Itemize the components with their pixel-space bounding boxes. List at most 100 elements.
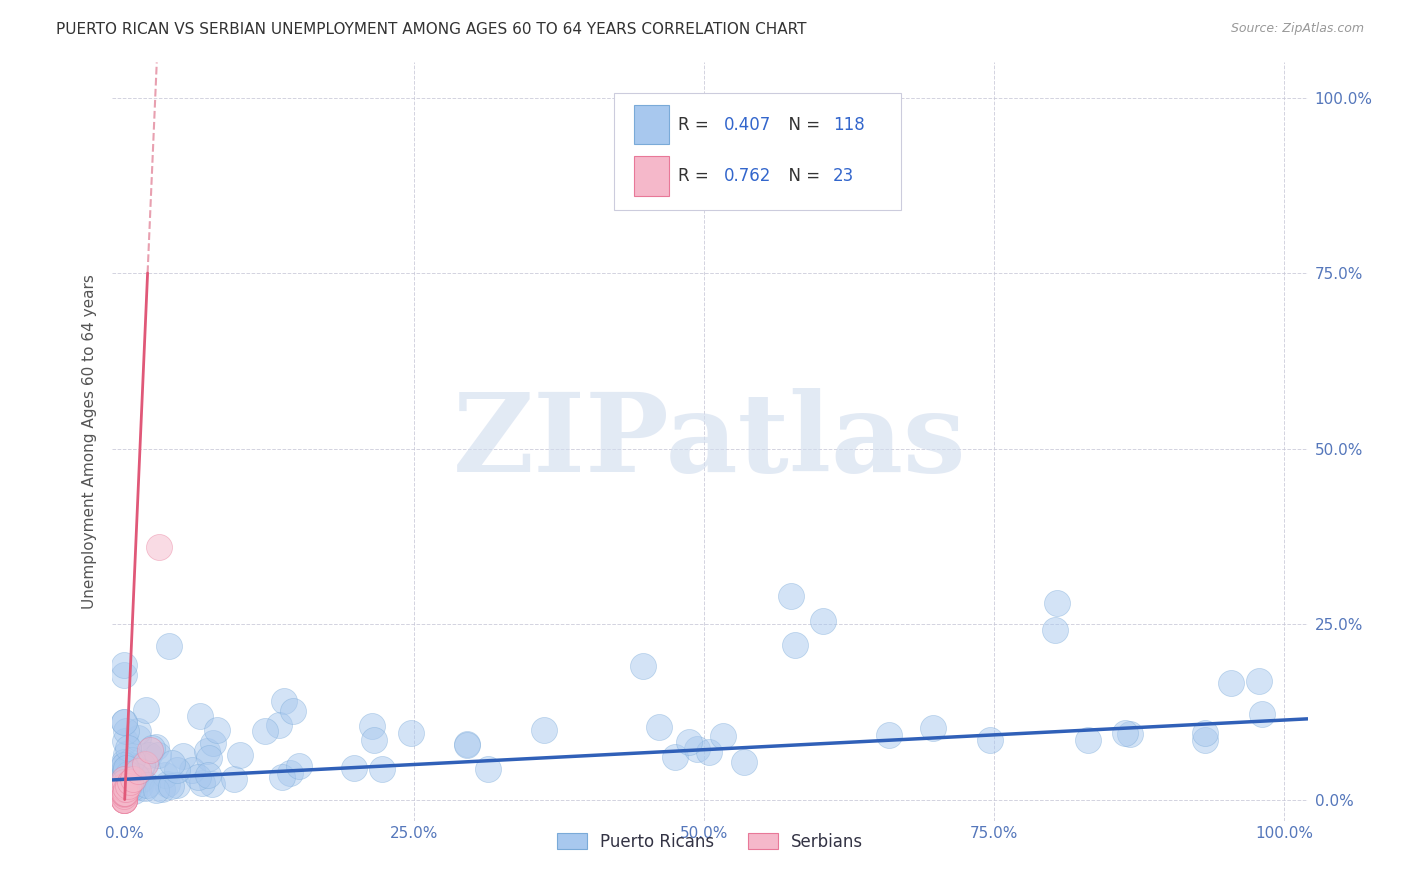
- Point: [1219, 676, 1241, 690]
- Point: [477, 762, 499, 776]
- Text: N =: N =: [778, 116, 825, 134]
- Point: [131, 758, 153, 772]
- Point: [877, 728, 900, 742]
- Point: [127, 764, 149, 779]
- Point: [1077, 733, 1099, 747]
- Text: 0.407: 0.407: [724, 116, 772, 134]
- Text: Source: ZipAtlas.com: Source: ZipAtlas.com: [1230, 22, 1364, 36]
- Point: [122, 772, 145, 786]
- Point: [112, 792, 135, 806]
- Point: [112, 779, 135, 793]
- Legend: Puerto Ricans, Serbians: Puerto Ricans, Serbians: [550, 827, 870, 858]
- Point: [112, 792, 135, 806]
- Point: [166, 763, 188, 777]
- Point: [114, 786, 136, 800]
- Point: [145, 782, 167, 797]
- Point: [112, 772, 135, 786]
- Point: [134, 780, 156, 795]
- Point: [146, 748, 169, 763]
- Point: [456, 737, 478, 751]
- Point: [363, 732, 385, 747]
- Point: [371, 762, 394, 776]
- Point: [112, 789, 135, 803]
- Point: [115, 780, 138, 795]
- Point: [114, 783, 136, 797]
- Point: [112, 758, 135, 772]
- Point: [114, 783, 136, 797]
- Point: [114, 734, 136, 748]
- Point: [114, 781, 136, 796]
- Point: [733, 755, 755, 769]
- Point: [198, 751, 221, 765]
- Point: [112, 782, 135, 797]
- Point: [114, 768, 136, 782]
- Point: [1119, 727, 1142, 741]
- Text: N =: N =: [778, 167, 825, 186]
- Point: [283, 704, 305, 718]
- Point: [148, 540, 170, 554]
- Point: [191, 775, 214, 789]
- Point: [112, 667, 135, 681]
- Point: [1045, 596, 1067, 610]
- FancyBboxPatch shape: [634, 156, 669, 196]
- Point: [121, 753, 143, 767]
- Point: [118, 775, 141, 789]
- Point: [783, 638, 806, 652]
- Point: [117, 767, 139, 781]
- Text: R =: R =: [678, 116, 714, 134]
- Point: [631, 659, 654, 673]
- Point: [112, 792, 135, 806]
- Point: [224, 772, 246, 787]
- Point: [201, 777, 224, 791]
- Point: [112, 658, 135, 673]
- Point: [141, 740, 163, 755]
- Point: [1249, 673, 1271, 688]
- Point: [114, 760, 136, 774]
- Point: [120, 767, 142, 781]
- FancyBboxPatch shape: [614, 93, 901, 211]
- Point: [131, 773, 153, 788]
- Point: [112, 779, 135, 793]
- Text: 23: 23: [834, 167, 855, 186]
- Point: [269, 718, 291, 732]
- Point: [117, 781, 139, 796]
- Point: [112, 792, 135, 806]
- Point: [456, 738, 478, 752]
- Point: [186, 770, 208, 784]
- Point: [122, 784, 145, 798]
- Point: [114, 778, 136, 792]
- Point: [190, 709, 212, 723]
- Text: 0.762: 0.762: [724, 167, 772, 186]
- Point: [112, 792, 135, 806]
- Point: [145, 739, 167, 754]
- Point: [112, 785, 135, 799]
- Text: ZIPatlas: ZIPatlas: [453, 388, 967, 495]
- Point: [686, 741, 709, 756]
- Point: [121, 780, 143, 795]
- Point: [112, 786, 135, 800]
- Point: [1194, 726, 1216, 740]
- Point: [112, 779, 135, 793]
- Point: [166, 778, 188, 792]
- Point: [114, 782, 136, 797]
- Point: [121, 775, 143, 789]
- Point: [979, 732, 1001, 747]
- Point: [278, 765, 301, 780]
- Text: PUERTO RICAN VS SERBIAN UNEMPLOYMENT AMONG AGES 60 TO 64 YEARS CORRELATION CHART: PUERTO RICAN VS SERBIAN UNEMPLOYMENT AMO…: [56, 22, 807, 37]
- Point: [162, 756, 184, 770]
- Text: R =: R =: [678, 167, 714, 186]
- Point: [112, 767, 135, 781]
- Point: [153, 767, 176, 781]
- Point: [135, 703, 157, 717]
- Point: [157, 639, 180, 653]
- Point: [118, 758, 141, 772]
- Point: [112, 787, 135, 801]
- Point: [172, 748, 194, 763]
- Point: [1250, 707, 1272, 722]
- Point: [112, 758, 135, 772]
- Point: [697, 745, 720, 759]
- Point: [112, 786, 135, 800]
- Point: [134, 757, 156, 772]
- Point: [343, 761, 366, 775]
- Point: [138, 743, 160, 757]
